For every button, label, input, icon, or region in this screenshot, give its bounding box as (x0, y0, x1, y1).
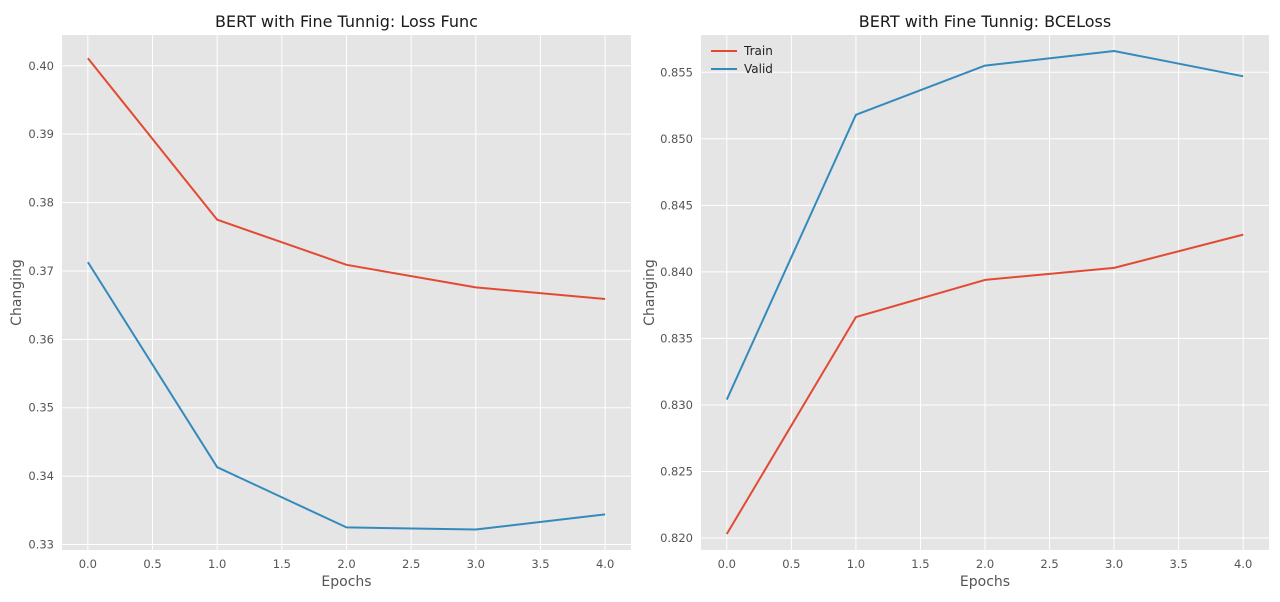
legend-label-train: Train (743, 44, 773, 58)
loss-func-chart: 0.0 0.5 1.0 1.5 2.0 2.5 3.0 3.5 4.0 0.33 0.34 0.35 0… (9, 12, 631, 590)
x-tick-label: 1.5 (911, 557, 929, 571)
y-axis-label: Changing (9, 259, 25, 326)
y-tick-label: 0.825 (660, 464, 693, 478)
x-tick-label: 2.0 (976, 557, 994, 571)
x-tick-label: 0.0 (718, 557, 736, 571)
x-tick-label: 3.5 (531, 557, 549, 571)
chart-title: BERT with Fine Tunnig: Loss Func (215, 12, 478, 31)
x-tick-label: 1.0 (847, 557, 865, 571)
y-axis-label: Changing (642, 259, 658, 326)
x-tick-label: 4.0 (596, 557, 614, 571)
legend: Train Valid (711, 44, 773, 76)
x-axis-label: Epochs (321, 574, 371, 590)
x-tick-label: 3.0 (1105, 557, 1123, 571)
y-tick-label: 0.840 (660, 265, 693, 279)
series-line-train (725, 233, 1244, 535)
x-tick-label: 3.0 (467, 557, 485, 571)
series-line-1 (87, 261, 606, 531)
x-tick-label: 2.5 (1040, 557, 1058, 571)
y-tick-label: 0.34 (28, 469, 54, 483)
x-tick-label: 2.0 (337, 557, 355, 571)
y-tick-label: 0.39 (28, 127, 54, 141)
x-tick-label: 4.0 (1234, 557, 1252, 571)
bceloss-chart: 0.0 0.5 1.0 1.5 2.0 2.5 3.0 3.5 4.0 0.820 0.825 0.8… (642, 12, 1269, 590)
y-tick-label: 0.845 (660, 198, 693, 212)
y-tick-label: 0.38 (28, 196, 54, 210)
y-tick-label: 0.820 (660, 531, 693, 545)
series-line-0 (87, 57, 606, 300)
x-tick-label: 1.0 (208, 557, 226, 571)
y-tick-label: 0.36 (28, 332, 54, 346)
x-axis-label: Epochs (960, 574, 1010, 590)
y-tick-label: 0.835 (660, 331, 693, 345)
y-tick-label: 0.40 (28, 59, 54, 73)
series-line-valid (725, 50, 1244, 401)
y-tick-label: 0.855 (660, 65, 693, 79)
x-tick-label: 0.0 (79, 557, 97, 571)
y-tick-label: 0.37 (28, 264, 54, 278)
x-tick-label: 2.5 (402, 557, 420, 571)
y-tick-label: 0.33 (28, 538, 54, 552)
x-tick-label: 0.5 (782, 557, 800, 571)
x-tick-label: 0.5 (143, 557, 161, 571)
y-tick-label: 0.35 (28, 401, 54, 415)
x-tick-label: 1.5 (273, 557, 291, 571)
chart-title: BERT with Fine Tunnig: BCELoss (859, 12, 1111, 31)
y-tick-label: 0.830 (660, 398, 693, 412)
x-tick-label: 3.5 (1169, 557, 1187, 571)
y-tick-label: 0.850 (660, 132, 693, 146)
legend-label-valid: Valid (744, 62, 773, 76)
